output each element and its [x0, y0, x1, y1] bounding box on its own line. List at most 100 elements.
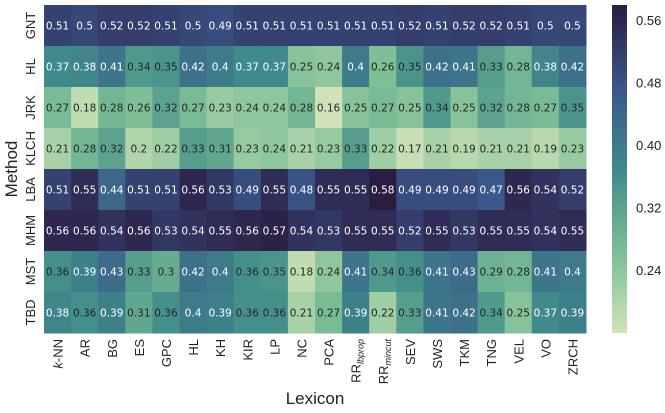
heatmap-cell — [558, 5, 587, 47]
cell-value-label: 0.27 — [46, 103, 69, 115]
cell-value-label: 0.41 — [452, 62, 475, 74]
heatmap-cell — [206, 128, 235, 170]
heatmap-cell — [125, 251, 153, 293]
cell-value-label: 0.21 — [46, 144, 69, 156]
heatmap-cell — [287, 46, 316, 88]
heatmap-cell — [369, 292, 397, 334]
heatmap-cell — [98, 46, 126, 88]
cell-value-label: 0.54 — [290, 226, 314, 238]
heatmap-cell — [450, 292, 479, 334]
heatmap-cell — [450, 87, 479, 129]
heatmap-cell — [287, 292, 316, 334]
cell-value-label: 0.53 — [208, 185, 231, 197]
heatmap-cell — [179, 87, 208, 129]
heatmap-cell — [233, 292, 262, 334]
heatmap-cell — [504, 292, 533, 334]
cell-value-label: 0.4 — [347, 62, 364, 74]
heatmap-cell — [206, 210, 235, 252]
cell-value-label: 0.51 — [290, 21, 313, 33]
heatmap-cell — [287, 128, 316, 170]
cell-value-label: 0.19 — [534, 144, 557, 156]
cell-value-label: 0.21 — [479, 144, 502, 156]
cell-value-label: 0.24 — [263, 144, 287, 156]
colorbar — [612, 5, 627, 333]
heatmap-cell — [450, 5, 479, 47]
cell-value-label: 0.55 — [425, 226, 448, 238]
cell-value-label: 0.22 — [371, 308, 394, 320]
cell-value-label: 0.55 — [561, 226, 584, 238]
heatmap-cell — [558, 292, 587, 334]
cell-value-label: 0.56 — [73, 226, 97, 238]
cell-value-label: 0.38 — [46, 308, 69, 320]
cell-value-label: 0.51 — [154, 21, 177, 33]
y-tick-label: TBD — [23, 300, 38, 326]
heatmap-cell — [179, 251, 208, 293]
heatmap-cell — [260, 292, 289, 334]
heatmap-cell — [287, 210, 316, 252]
cell-value-label: 0.17 — [398, 144, 421, 156]
heatmap-cell — [233, 46, 262, 88]
heatmap-cell — [558, 169, 587, 211]
cell-value-label: 0.37 — [263, 62, 286, 74]
cell-value-label: 0.28 — [507, 267, 530, 279]
cell-value-label: 0.54 — [181, 226, 205, 238]
colorbar-tick-label: 0.56 — [636, 13, 661, 28]
cell-value-label: 0.33 — [398, 308, 421, 320]
cell-value-label: 0.51 — [236, 21, 259, 33]
cell-value-label: 0.26 — [371, 62, 395, 74]
cell-value-label: 0.23 — [317, 144, 340, 156]
cell-value-label: 0.28 — [73, 144, 96, 156]
cell-value-label: 0.33 — [344, 144, 367, 156]
x-tick-labels: k-NN AR BG ES GPC HL KH KIR LP NC PCA RRlbprop RRmin… — [51, 339, 581, 385]
x-tick-label: k-NN — [51, 339, 66, 369]
heatmap-cell — [206, 251, 235, 293]
heatmap-cell — [504, 169, 533, 211]
cell-value-label: 0.5 — [564, 21, 581, 33]
heatmap-cell — [315, 128, 343, 170]
cell-value-label: 0.51 — [263, 21, 286, 33]
heatmap-cell — [125, 169, 153, 211]
cell-value-label: 0.32 — [479, 103, 502, 115]
heatmap-cell — [260, 46, 289, 88]
cell-value-label: 0.18 — [290, 267, 313, 279]
heatmap-cell — [71, 292, 99, 334]
cell-value-label: 0.55 — [263, 185, 286, 197]
heatmap-cell — [531, 128, 560, 170]
cell-value-label: 0.49 — [236, 185, 259, 197]
cell-value-label: 0.32 — [154, 103, 177, 115]
heatmap-cell — [233, 210, 262, 252]
cell-value-label: 0.4 — [212, 267, 229, 279]
cell-value-label: 0.33 — [479, 62, 502, 74]
heatmap-cell — [315, 46, 343, 88]
y-tick-label: JRK — [23, 95, 38, 120]
heatmap-cell — [396, 128, 424, 170]
heatmap-cell — [369, 128, 397, 170]
heatmap-cell — [477, 128, 506, 170]
cell-value-label: 0.52 — [127, 21, 150, 33]
cell-value-label: 0.54 — [534, 185, 558, 197]
heatmap-cell — [260, 128, 289, 170]
heatmap-cell — [315, 87, 343, 129]
heatmap-cell — [179, 210, 208, 252]
cell-value-label: 0.53 — [154, 226, 177, 238]
heatmap-cell — [125, 87, 153, 129]
cell-value-label: 0.24 — [317, 62, 341, 74]
heatmap-cell — [504, 46, 533, 88]
y-tick-label: HL — [23, 58, 38, 75]
heatmap-cell — [233, 251, 262, 293]
x-tick-label: RRmincut — [376, 339, 393, 385]
cell-value-label: 0.27 — [371, 103, 394, 115]
cell-value-label: 0.25 — [507, 308, 530, 320]
heatmap-cell — [44, 5, 72, 47]
cell-value-label: 0.35 — [154, 62, 177, 74]
cell-value-label: 0.24 — [317, 267, 341, 279]
cell-value-label: 0.36 — [236, 267, 260, 279]
heatmap-cell — [369, 251, 397, 293]
heatmap-cell — [44, 169, 72, 211]
heatmap-cell — [504, 5, 533, 47]
colorbar-tick-labels: 0.24 0.32 0.40 0.48 0.56 — [636, 13, 661, 278]
heatmap-cell — [558, 46, 587, 88]
heatmap-cell — [71, 169, 99, 211]
heatmap-cell — [71, 5, 99, 47]
cell-value-label: 0.38 — [534, 62, 557, 74]
